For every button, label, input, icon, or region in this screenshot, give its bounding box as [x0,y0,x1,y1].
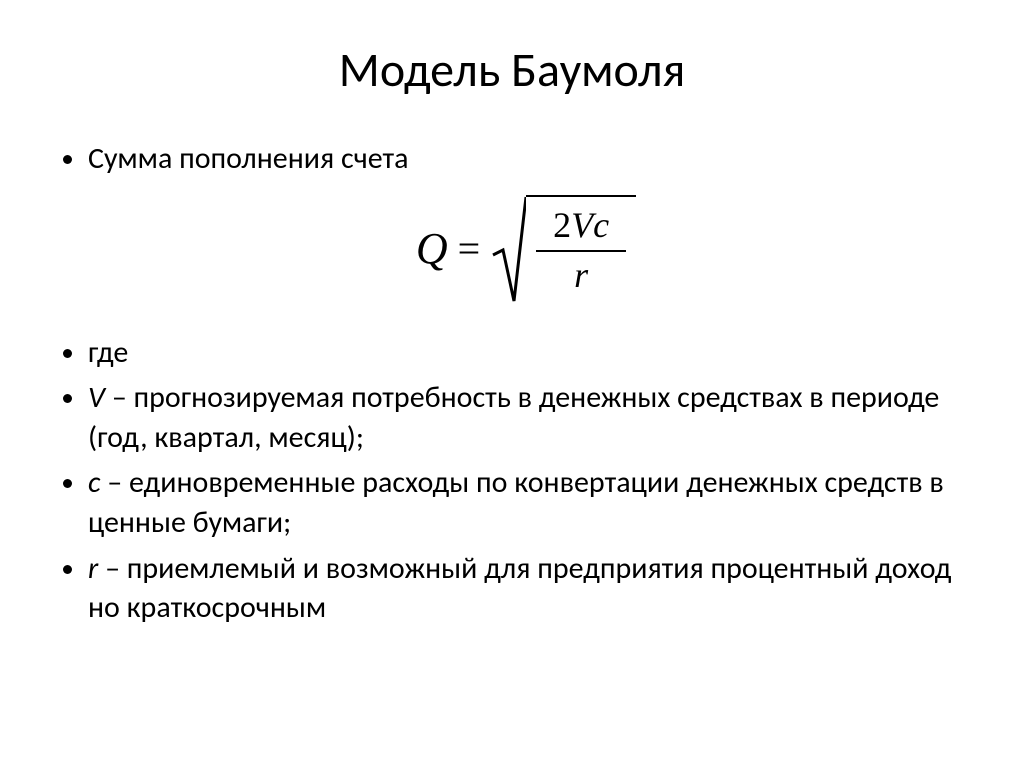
num-c: c [593,205,609,245]
num-2: 2 [553,205,571,245]
num-V: V [571,205,593,245]
desc-c: – единовременные расходы по конвертации … [88,464,944,541]
bullet-item-topup: Сумма пополнения счета [88,139,964,179]
radicand: 2Vc r [526,195,636,303]
bullet-item-V: V – прогнозируемая потребность в денежны… [88,378,964,457]
fraction-numerator: 2Vc [553,206,609,246]
bullet-list: Сумма пополнения счета Q = 2Vc r [60,139,964,628]
var-V: V [88,379,105,416]
bullet-text: Сумма пополнения счета [88,140,409,177]
bullet-text: где [88,334,128,371]
fraction-bar [536,250,626,252]
desc-r: – приемлемый и возможный для предприятия… [88,550,951,627]
formula: Q = 2Vc r [416,195,636,303]
radical-icon [492,195,526,303]
equals-sign: = [458,225,481,272]
var-c: с [88,464,100,501]
bullet-item-where: где [88,333,964,373]
bullet-item-c: с – единовременные расходы по конвертаци… [88,463,964,542]
bullet-item-r: r – приемлемый и возможный для предприят… [88,549,964,628]
desc-V: – прогнозируемая потребность в денежных … [88,379,939,456]
formula-lhs: Q [416,223,448,274]
formula-block: Q = 2Vc r [88,195,964,303]
slide: Модель Баумоля Сумма пополнения счета Q … [0,0,1024,768]
fraction-denominator: r [574,256,588,296]
square-root: 2Vc r [492,195,636,303]
var-r: r [88,550,98,587]
page-title: Модель Баумоля [60,40,964,99]
